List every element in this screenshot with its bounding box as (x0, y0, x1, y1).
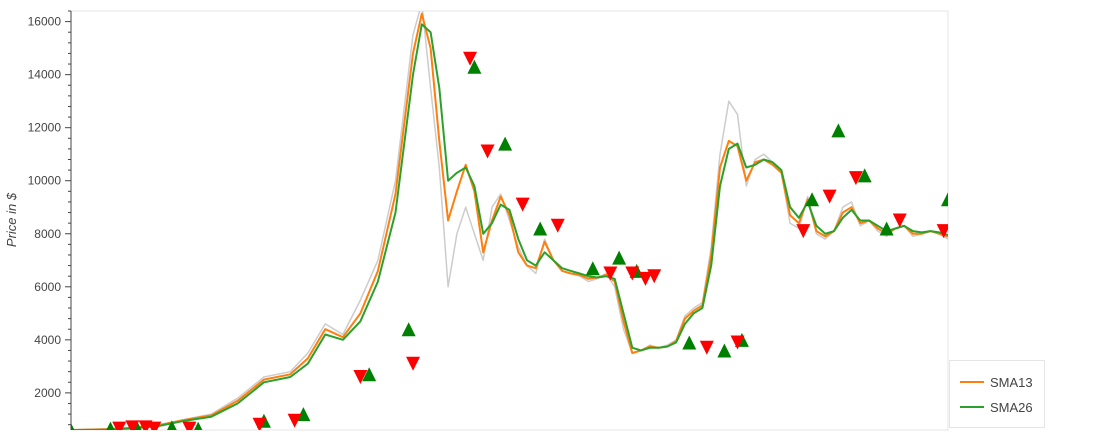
sell-marker-14 (625, 266, 640, 281)
sell-marker-19 (796, 224, 811, 239)
y-tick-label: 12000 (28, 121, 62, 135)
buy-marker-0 (71, 423, 75, 430)
y-axis: 2000 4000 6000 8000 10000 12000 14000 16000 (28, 10, 72, 430)
sell-marker-5 (252, 417, 267, 430)
buy-marker-10 (498, 136, 513, 151)
buy-marker-13 (612, 250, 627, 265)
y-axis-label: Price in $ (4, 192, 19, 247)
sell-marker-15 (638, 271, 653, 286)
marker-layer (71, 51, 948, 430)
buy-marker-22 (941, 192, 948, 207)
sell-marker-18 (730, 335, 745, 350)
series-line-sma26 (71, 23, 948, 430)
sell-marker-7 (353, 369, 368, 384)
y-tick-label: 8000 (34, 227, 61, 241)
y-tick-label: 4000 (34, 333, 61, 347)
buy-marker-8 (401, 322, 416, 337)
sell-marker-0 (112, 421, 127, 430)
sell-marker-9 (463, 51, 478, 66)
y-tick-label: 6000 (34, 280, 61, 294)
buy-marker-12 (585, 261, 600, 276)
buy-marker-20 (857, 168, 872, 183)
buy-marker-16 (717, 343, 732, 358)
legend-swatch-sma13 (960, 381, 984, 383)
sell-marker-10 (480, 144, 495, 159)
sell-marker-3 (147, 421, 162, 430)
legend-label-sma26: SMA26 (990, 399, 1033, 415)
buy-marker-15 (682, 335, 697, 350)
sell-marker-12 (550, 218, 565, 233)
legend-label-sma13: SMA13 (990, 374, 1033, 390)
sell-marker-13 (603, 266, 618, 281)
buy-marker-11 (533, 221, 548, 236)
buy-marker-9 (467, 59, 482, 74)
y-tick-label: 16000 (28, 15, 62, 29)
sell-marker-17 (699, 340, 714, 355)
sell-marker-22 (892, 213, 907, 228)
sell-marker-11 (515, 197, 530, 212)
y-tick-label: 2000 (34, 386, 61, 400)
legend-item-sma26[interactable]: SMA26 (960, 397, 1033, 417)
sell-marker-16 (647, 269, 662, 284)
sma-layer (71, 12, 948, 430)
sell-marker-21 (848, 171, 863, 186)
legend: SMA13 SMA26 (949, 360, 1045, 428)
sell-marker-23 (936, 224, 948, 239)
buy-marker-4 (194, 421, 203, 430)
y-tick-label: 10000 (28, 174, 62, 188)
buy-marker-21 (879, 221, 894, 236)
sell-marker-1 (125, 420, 140, 430)
sell-marker-8 (406, 356, 421, 371)
legend-swatch-sma26 (960, 406, 984, 408)
sell-marker-6 (287, 413, 302, 428)
buy-marker-6 (296, 407, 311, 422)
buy-marker-7 (362, 367, 377, 382)
buy-marker-3 (167, 420, 177, 430)
sell-marker-20 (822, 189, 837, 204)
buy-marker-18 (805, 192, 820, 207)
buy-marker-1 (106, 421, 115, 430)
y-tick-label: 14000 (28, 68, 62, 82)
buy-marker-19 (831, 123, 846, 138)
sell-marker-4 (182, 421, 197, 430)
legend-item-sma13[interactable]: SMA13 (960, 372, 1033, 392)
